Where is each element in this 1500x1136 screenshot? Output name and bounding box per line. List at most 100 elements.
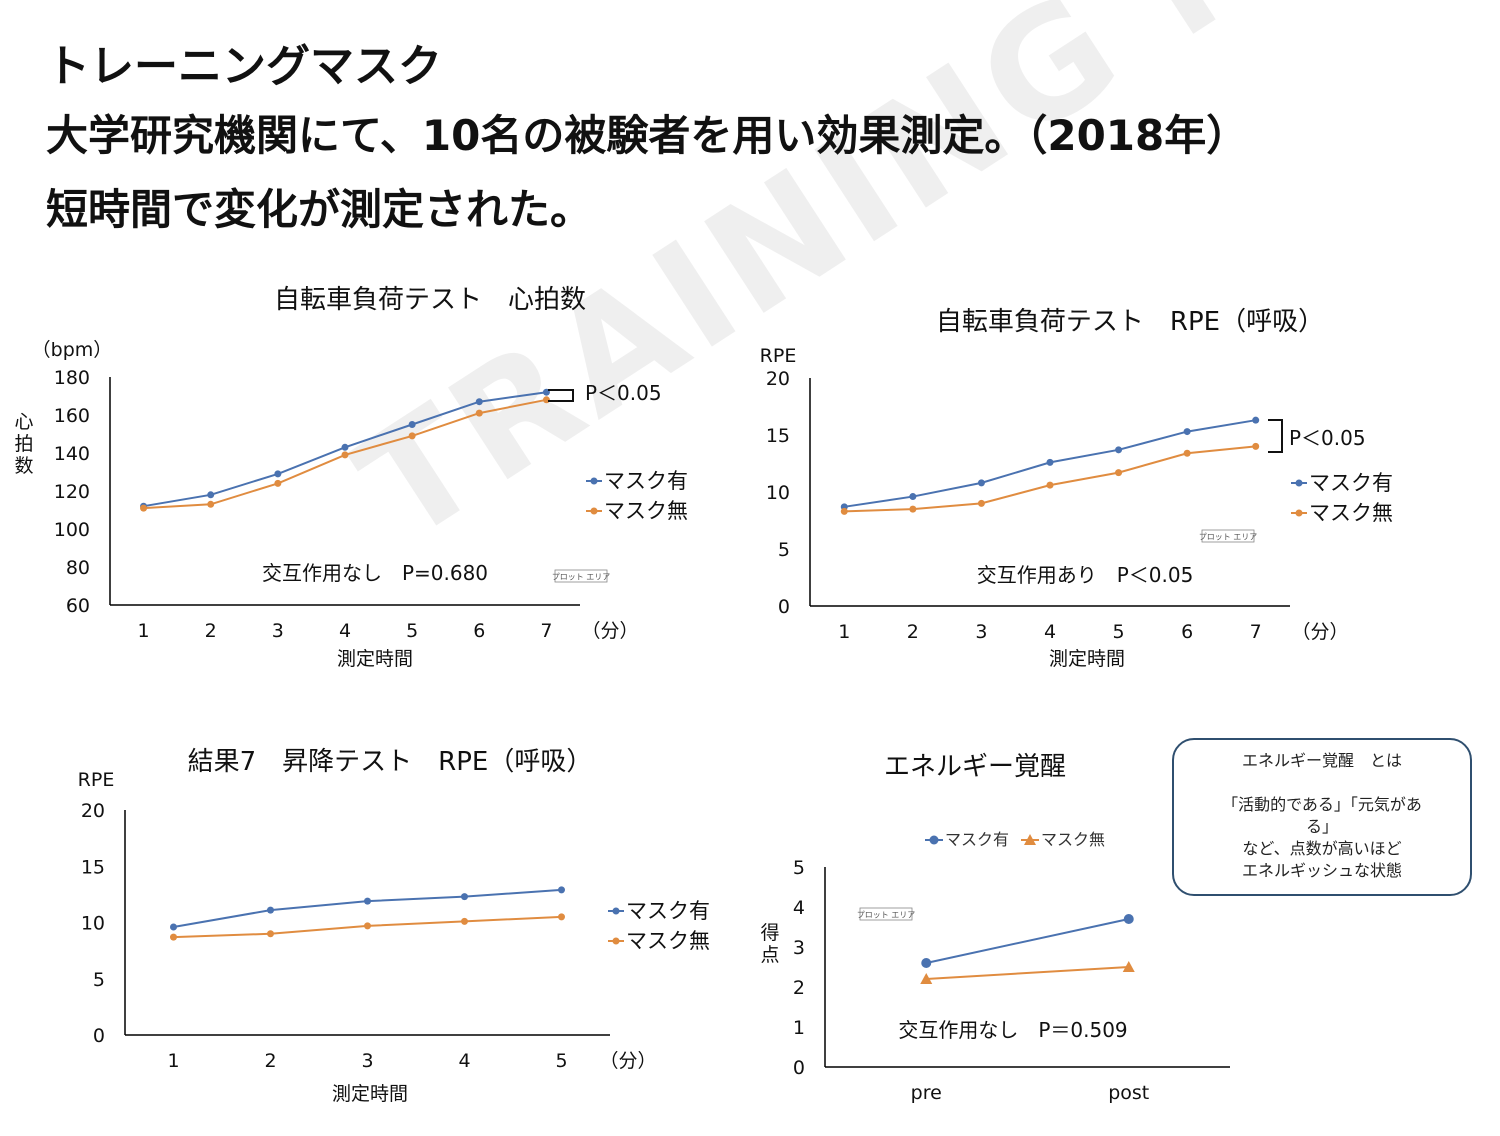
data-point [1123,914,1134,924]
legend-label: マスク無 [1309,501,1393,525]
y-tick-label: 20 [766,368,790,390]
chart-title: 結果7 昇降テスト RPE（呼吸） [188,747,593,777]
y-tick-label: 15 [81,856,105,878]
x-tick-label: 2 [264,1050,276,1072]
x-tick-label: 1 [838,621,850,643]
x-tick-label: 4 [339,620,351,642]
x-tick-label: post [1108,1082,1149,1104]
data-point [1115,446,1123,454]
x-tick-label: 3 [272,620,284,642]
info-box-title: エネルギー覚醒 とは [1241,751,1402,770]
chart-title: 自転車負荷テスト RPE（呼吸） [936,307,1324,337]
plot-area-tag-label: プロット エリア [1199,533,1258,542]
y-tick-label: 100 [54,519,90,541]
data-point [920,973,933,984]
y-tick-label: 15 [766,425,790,447]
data-point [364,922,371,930]
y-tick-label: 160 [54,405,90,427]
x-tick-label: 4 [458,1050,470,1072]
data-point [1122,961,1135,972]
y-tick-label: 10 [766,482,790,504]
data-point [461,917,468,925]
y-tick-label: 5 [793,857,805,879]
data-point [558,886,565,894]
data-point [1252,442,1260,450]
rpe-bike-chart: 自転車負荷テスト RPE（呼吸） RPE 0 5 10 15 20 1 2 3 4 5 6 7 測定時間 （分… [760,307,1393,670]
y-tick-label: 3 [793,937,805,959]
data-point [207,491,215,499]
legend-label: マスク有 [1309,471,1393,495]
y-unit-label: RPE [760,345,797,367]
data-point [977,479,985,487]
plot-area-tag-label: プロット エリア [552,573,611,582]
y-tick-label: 0 [793,1057,805,1079]
y-tick-label: 0 [93,1025,105,1047]
legend-label: マスク有 [945,830,1009,849]
data-point [408,421,416,428]
x-tick-label: 3 [361,1050,373,1072]
info-box-line: 「活動的である」「元気があ [1222,795,1422,814]
legend-swatch-marker [612,937,620,945]
legend-swatch-marker [1024,834,1036,845]
x-tick-label: 6 [473,620,485,642]
data-point [558,913,565,921]
y-tick-label: 4 [793,897,805,919]
x-tick-label: 7 [1250,621,1262,643]
data-point [408,432,416,440]
data-point [274,479,282,487]
series-line-with-mask [926,918,1129,964]
plot-area-tag [554,569,608,583]
x-tick-label: pre [911,1082,942,1104]
x-tick-label: 5 [406,620,418,642]
y-tick-label: 120 [54,481,90,503]
y-tick-label: 1 [793,1017,805,1039]
info-box: エネルギー覚醒 とは 「活動的である」「元気があ る」 など、点数が高いほど エ… [1172,738,1472,896]
y-tick-label: 80 [66,557,90,579]
series-line-without-mask [926,966,1129,980]
x-tick-label: 2 [907,621,919,643]
data-point [207,500,215,508]
y-tick-label: 60 [66,595,90,617]
series-line-without-mask [844,445,1256,513]
data-point [341,451,349,459]
legend-label: マスク無 [1041,830,1105,849]
y-unit-label: RPE [78,769,115,791]
legend-swatch-marker [1295,509,1303,517]
data-point [267,930,274,938]
x-tick-label: 2 [205,620,217,642]
data-point [1252,416,1260,424]
rpe-step-chart: 結果7 昇降テスト RPE（呼吸） RPE 0 5 10 15 20 1 2 3 4 5 測定時間 （分）… [78,747,710,1105]
x-axis-title: 測定時間 [1049,648,1125,670]
x-tick-label: 7 [540,620,552,642]
y-unit-label: （bpm） [32,339,113,361]
series-line-with-mask [173,888,562,928]
data-point [364,897,371,905]
info-box-line: など、点数が高いほど [1242,839,1402,858]
y-tick-label: 5 [93,969,105,991]
y-tick-label: 5 [778,539,790,561]
data-point [1115,469,1123,477]
plot-area-tag [1201,529,1255,543]
x-axis-title: 測定時間 [332,1083,408,1105]
y-axis-title: 得点 [760,922,779,966]
data-point [274,470,282,478]
heart-rate-chart: 自転車負荷テスト 心拍数 （bpm） 心拍数 60 80 100 120 140 160 180 1… [14,285,688,670]
interaction-annotation: 交互作用あり P＜0.05 [977,563,1194,587]
data-point [140,504,148,512]
data-point [977,499,985,507]
plot-area-tag [859,907,913,921]
significance-label: P＜0.05 [585,381,662,405]
data-point [542,396,550,404]
legend-swatch-marker [590,477,598,485]
x-tick-label: 5 [555,1050,567,1072]
chart-title: エネルギー覚醒 [884,752,1066,782]
info-box-line: る」 [1305,817,1338,836]
significance-bracket [548,389,574,402]
legend-label: マスク無 [626,929,710,953]
x-axis-title: 測定時間 [337,648,413,670]
data-point [909,505,917,513]
legend-swatch-marker [929,835,939,845]
legend-label: マスク有 [604,469,688,493]
data-point [475,409,483,417]
